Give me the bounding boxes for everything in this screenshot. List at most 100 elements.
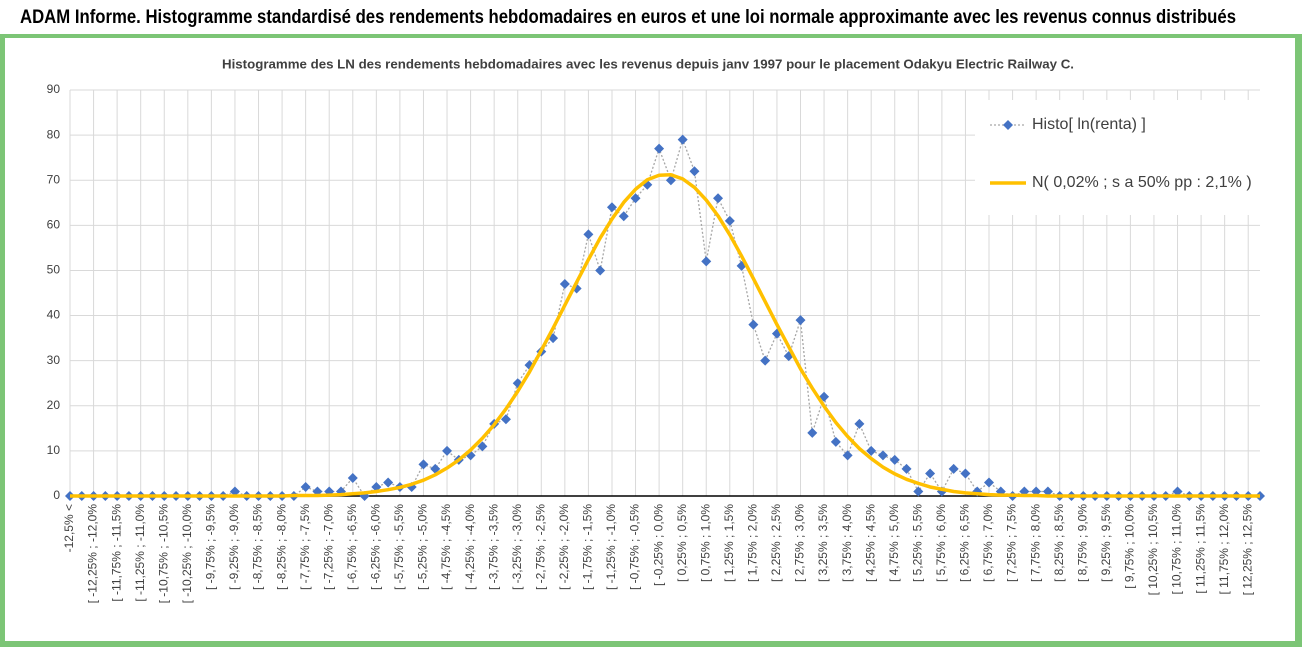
x-tick-label: [ -11,25% ; -11,0%: [133, 504, 147, 602]
data-point: [854, 418, 865, 429]
x-tick-label: [ -2,25% ; -2,0%: [557, 504, 571, 590]
data-point: [300, 481, 311, 492]
x-tick-label: [ -11,75% ; -11,5%: [109, 504, 123, 602]
y-tick-label: 0: [53, 488, 60, 502]
y-tick-label: 70: [47, 172, 61, 186]
y-tick-label: 80: [47, 127, 61, 141]
legend-box: [975, 100, 1260, 215]
data-point: [713, 193, 724, 204]
data-point: [689, 166, 700, 177]
x-tick-label: [ 6,25% ; 6,5%: [958, 504, 972, 582]
x-tick-label: [ 6,75% ; 7,0%: [981, 504, 995, 582]
x-tick-label: [ 8,75% ; 9,0%: [1075, 504, 1089, 582]
x-tick-label: [ -5,75% ; -5,5%: [392, 504, 406, 590]
data-point: [913, 486, 924, 497]
x-tick-label: [ -12,25% ; -12,0%: [86, 504, 100, 604]
data-point: [1172, 486, 1183, 497]
x-tick-label: [ -4,75% ; -4,5%: [439, 504, 453, 590]
data-point: [748, 319, 759, 330]
x-tick-label: [ 5,75% ; 6,0%: [934, 504, 948, 582]
x-tick-label: [ 7,25% ; 7,5%: [1005, 504, 1019, 582]
y-tick-label: 30: [47, 353, 61, 367]
x-tick-label: [ 2,25% ; 2,5%: [769, 504, 783, 582]
x-tick-label: [ -7,75% ; -7,5%: [298, 504, 312, 590]
x-tick-label: [ 9,25% ; 9,5%: [1099, 504, 1113, 582]
legend-label: N( 0,02% ; s a 50% pp : 2,1% ): [1032, 174, 1252, 191]
data-point: [960, 468, 971, 479]
x-tick-label: [ -5,25% ; -5,0%: [416, 504, 430, 590]
data-point: [948, 463, 959, 474]
x-tick-label: [ 2,75% ; 3,0%: [793, 504, 807, 582]
data-point: [677, 134, 688, 145]
x-tick-label: -12,5% <: [62, 504, 76, 552]
data-point: [807, 427, 818, 438]
y-tick-label: 90: [47, 82, 61, 96]
x-tick-label: [ 1,25% ; 1,5%: [722, 504, 736, 582]
x-tick-label: [ 11,75% ; 12,0%: [1217, 504, 1231, 595]
x-tick-label: [ -3,25% ; -3,0%: [510, 504, 524, 590]
data-point: [984, 477, 995, 488]
data-point: [842, 450, 853, 461]
y-tick-label: 60: [47, 218, 61, 232]
page-header: ADAM Informe. Histogramme standardisé de…: [20, 7, 1236, 28]
x-tick-label: [ -10,25% ; -10,0%: [180, 504, 194, 604]
x-tick-label: [ -1,75% ; -1,5%: [581, 504, 595, 590]
data-point: [500, 414, 511, 425]
data-point: [618, 211, 629, 222]
legend-label: Histo[ ln(renta) ]: [1032, 116, 1146, 133]
series-line: [70, 173, 1260, 498]
y-tick-label: 10: [47, 443, 61, 457]
data-point: [559, 278, 570, 289]
x-tick-label: [ 0,25% ; 0,5%: [675, 504, 689, 582]
data-point: [477, 441, 488, 452]
x-tick-label: [ -3,75% ; -3,5%: [486, 504, 500, 590]
x-tick-label: [ -6,75% ; -6,5%: [345, 504, 359, 590]
x-tick-label: [ 1,75% ; 2,0%: [746, 504, 760, 582]
x-tick-label: [ 10,25% ; 10,5%: [1146, 504, 1160, 596]
data-point: [665, 175, 676, 186]
data-point: [889, 454, 900, 465]
x-tick-label: [ -10,75% ; -10,5%: [156, 504, 170, 604]
y-tick-label: 50: [47, 263, 61, 277]
x-tick-label: [ -9,75% ; -9,5%: [204, 504, 218, 590]
data-point: [383, 477, 394, 488]
data-point: [583, 229, 594, 240]
data-point: [901, 463, 912, 474]
x-tick-label: [ -4,25% ; -4,0%: [463, 504, 477, 590]
chart-title: Histogramme des LN des rendements hebdom…: [222, 56, 1074, 71]
data-point: [229, 486, 240, 497]
x-tick-label: [ 4,25% ; 4,5%: [863, 504, 877, 582]
data-point: [760, 355, 771, 366]
data-point: [701, 256, 712, 267]
x-tick-label: [ 5,25% ; 5,5%: [910, 504, 924, 582]
data-point: [1042, 486, 1053, 497]
x-tick-label: [ 7,75% ; 8,0%: [1028, 504, 1042, 582]
header-band: [0, 0, 1302, 34]
data-point: [606, 202, 617, 213]
x-tick-label: [ 12,25% ; 12,5%: [1240, 504, 1254, 596]
x-tick-label: [ -0,25% ; 0,0%: [651, 504, 665, 586]
data-point: [442, 445, 453, 456]
data-point: [866, 445, 877, 456]
data-point: [724, 215, 735, 226]
data-point: [795, 315, 806, 326]
x-tick-label: [ -7,25% ; -7,0%: [321, 504, 335, 590]
x-tick-label: [ -1,25% ; -1,0%: [604, 504, 618, 590]
data-point: [654, 143, 665, 154]
x-tick-label: [ 3,25% ; 3,5%: [816, 504, 830, 582]
x-tick-label: [ -9,25% ; -9,0%: [227, 504, 241, 590]
legend-symbol: [1003, 120, 1013, 130]
y-tick-label: 20: [47, 398, 61, 412]
data-point: [877, 450, 888, 461]
data-point: [830, 436, 841, 447]
x-tick-label: [ 9,75% ; 10,0%: [1123, 504, 1137, 589]
data-point: [347, 472, 358, 483]
data-point: [925, 468, 936, 479]
x-tick-label: [ -0,75% ; -0,5%: [628, 504, 642, 590]
x-tick-label: [ 0,75% ; 1,0%: [698, 504, 712, 582]
data-point: [630, 193, 641, 204]
x-tick-label: [ -2,75% ; -2,5%: [533, 504, 547, 590]
x-tick-label: [ 3,75% ; 4,0%: [840, 504, 854, 582]
x-tick-label: [ 4,75% ; 5,0%: [887, 504, 901, 582]
